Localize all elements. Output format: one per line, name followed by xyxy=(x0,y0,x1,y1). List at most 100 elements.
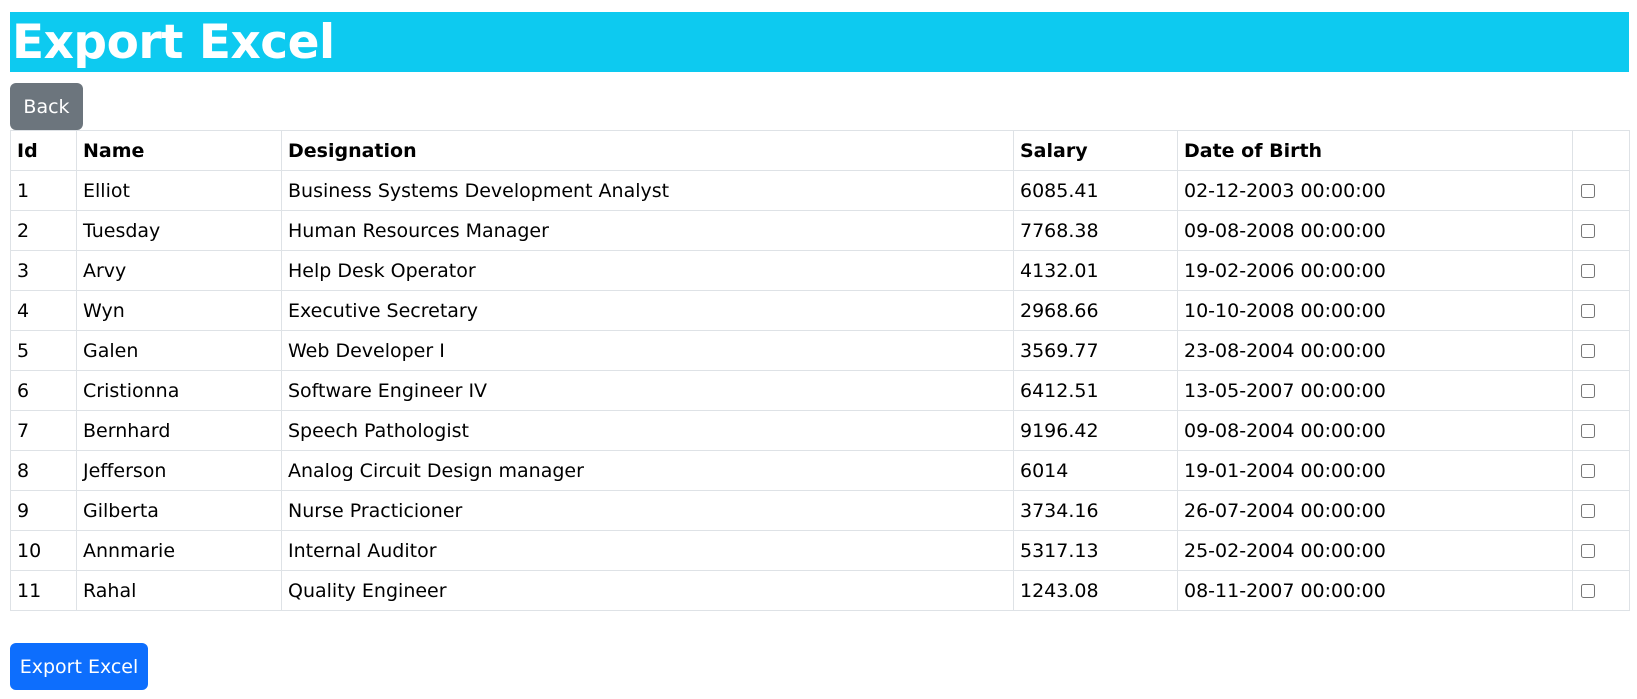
cell-date-of-birth: 10-10-2008 00:00:00 xyxy=(1177,290,1573,331)
row-select-checkbox[interactable] xyxy=(1581,384,1595,398)
row-select-checkbox[interactable] xyxy=(1581,504,1595,518)
table-header-row: Id Name Designation Salary Date of Birth xyxy=(10,130,1630,171)
column-header-name: Name xyxy=(76,130,282,171)
table-body: 1 Elliot Business Systems Development Anal… xyxy=(10,170,1630,611)
page-title: Export Excel xyxy=(12,14,335,70)
cell-date-of-birth: 19-01-2004 00:00:00 xyxy=(1177,450,1573,491)
cell-select xyxy=(1572,570,1630,611)
cell-salary: 7768.38 xyxy=(1013,210,1178,251)
cell-select xyxy=(1572,250,1630,291)
cell-salary: 3734.16 xyxy=(1013,490,1178,531)
row-select-checkbox[interactable] xyxy=(1581,464,1595,478)
cell-salary: 4132.01 xyxy=(1013,250,1178,291)
column-header-date-of-birth: Date of Birth xyxy=(1177,130,1573,171)
cell-select xyxy=(1572,490,1630,531)
cell-name: Tuesday xyxy=(76,210,282,251)
cell-select xyxy=(1572,210,1630,251)
cell-designation: Internal Auditor xyxy=(281,530,1014,571)
cell-id: 2 xyxy=(10,210,77,251)
cell-name: Elliot xyxy=(76,170,282,211)
row-select-checkbox[interactable] xyxy=(1581,264,1595,278)
table-row: 10 Annmarie Internal Auditor 5317.13 25-02-2… xyxy=(10,530,1630,571)
cell-id: 6 xyxy=(10,370,77,411)
cell-name: Galen xyxy=(76,330,282,371)
back-button[interactable]: Back xyxy=(10,83,83,130)
row-select-checkbox[interactable] xyxy=(1581,544,1595,558)
row-select-checkbox[interactable] xyxy=(1581,304,1595,318)
cell-select xyxy=(1572,290,1630,331)
cell-name: Bernhard xyxy=(76,410,282,451)
table-row: 5 Galen Web Developer I 3569.77 23-08-2004 0… xyxy=(10,330,1630,371)
cell-date-of-birth: 13-05-2007 00:00:00 xyxy=(1177,370,1573,411)
table-row: 9 Gilberta Nurse Practicioner 3734.16 26-07-… xyxy=(10,490,1630,531)
table-row: 7 Bernhard Speech Pathologist 9196.42 09-08-… xyxy=(10,410,1630,451)
cell-select xyxy=(1572,330,1630,371)
cell-date-of-birth: 08-11-2007 00:00:00 xyxy=(1177,570,1573,611)
cell-date-of-birth: 23-08-2004 00:00:00 xyxy=(1177,330,1573,371)
cell-select xyxy=(1572,170,1630,211)
table-row: 4 Wyn Executive Secretary 2968.66 10-10-2008… xyxy=(10,290,1630,331)
cell-name: Arvy xyxy=(76,250,282,291)
cell-date-of-birth: 26-07-2004 00:00:00 xyxy=(1177,490,1573,531)
cell-salary: 9196.42 xyxy=(1013,410,1178,451)
cell-date-of-birth: 25-02-2004 00:00:00 xyxy=(1177,530,1573,571)
cell-name: Wyn xyxy=(76,290,282,331)
cell-designation: Speech Pathologist xyxy=(281,410,1014,451)
cell-id: 9 xyxy=(10,490,77,531)
cell-salary: 5317.13 xyxy=(1013,530,1178,571)
export-excel-button[interactable]: Export Excel xyxy=(10,643,148,690)
cell-select xyxy=(1572,370,1630,411)
table-row: 11 Rahal Quality Engineer 1243.08 08-11-2007… xyxy=(10,570,1630,611)
column-header-salary: Salary xyxy=(1013,130,1178,171)
row-select-checkbox[interactable] xyxy=(1581,584,1595,598)
cell-designation: Executive Secretary xyxy=(281,290,1014,331)
cell-id: 11 xyxy=(10,570,77,611)
table-header: Id Name Designation Salary Date of Birth xyxy=(10,130,1630,171)
row-select-checkbox[interactable] xyxy=(1581,424,1595,438)
page-header: Export Excel xyxy=(10,12,1629,72)
cell-date-of-birth: 02-12-2003 00:00:00 xyxy=(1177,170,1573,211)
column-header-designation: Designation xyxy=(281,130,1014,171)
cell-designation: Software Engineer IV xyxy=(281,370,1014,411)
employee-table: Id Name Designation Salary Date of Birth… xyxy=(10,130,1630,611)
row-select-checkbox[interactable] xyxy=(1581,344,1595,358)
column-header-select xyxy=(1572,130,1630,171)
cell-salary: 6085.41 xyxy=(1013,170,1178,211)
cell-designation: Human Resources Manager xyxy=(281,210,1014,251)
cell-designation: Nurse Practicioner xyxy=(281,490,1014,531)
cell-id: 10 xyxy=(10,530,77,571)
cell-id: 3 xyxy=(10,250,77,291)
cell-name: Gilberta xyxy=(76,490,282,531)
cell-id: 8 xyxy=(10,450,77,491)
cell-id: 5 xyxy=(10,330,77,371)
cell-salary: 6014 xyxy=(1013,450,1178,491)
cell-date-of-birth: 19-02-2006 00:00:00 xyxy=(1177,250,1573,291)
cell-designation: Business Systems Development Analyst xyxy=(281,170,1014,211)
table-row: 1 Elliot Business Systems Development Anal… xyxy=(10,170,1630,211)
cell-id: 4 xyxy=(10,290,77,331)
cell-salary: 6412.51 xyxy=(1013,370,1178,411)
column-header-id: Id xyxy=(10,130,77,171)
cell-salary: 2968.66 xyxy=(1013,290,1178,331)
table-row: 8 Jefferson Analog Circuit Design manager 6… xyxy=(10,450,1630,491)
cell-select xyxy=(1572,450,1630,491)
table-row: 2 Tuesday Human Resources Manager 7768.38 09… xyxy=(10,210,1630,251)
table-row: 3 Arvy Help Desk Operator 4132.01 19-02-2006… xyxy=(10,250,1630,291)
cell-id: 7 xyxy=(10,410,77,451)
cell-designation: Help Desk Operator xyxy=(281,250,1014,291)
cell-select xyxy=(1572,410,1630,451)
cell-designation: Web Developer I xyxy=(281,330,1014,371)
cell-date-of-birth: 09-08-2004 00:00:00 xyxy=(1177,410,1573,451)
cell-name: Annmarie xyxy=(76,530,282,571)
row-select-checkbox[interactable] xyxy=(1581,184,1595,198)
cell-date-of-birth: 09-08-2008 00:00:00 xyxy=(1177,210,1573,251)
cell-salary: 3569.77 xyxy=(1013,330,1178,371)
cell-select xyxy=(1572,530,1630,571)
cell-id: 1 xyxy=(10,170,77,211)
table-row: 6 Cristionna Software Engineer IV 6412.51 13… xyxy=(10,370,1630,411)
cell-name: Jefferson xyxy=(76,450,282,491)
row-select-checkbox[interactable] xyxy=(1581,224,1595,238)
cell-name: Cristionna xyxy=(76,370,282,411)
cell-salary: 1243.08 xyxy=(1013,570,1178,611)
